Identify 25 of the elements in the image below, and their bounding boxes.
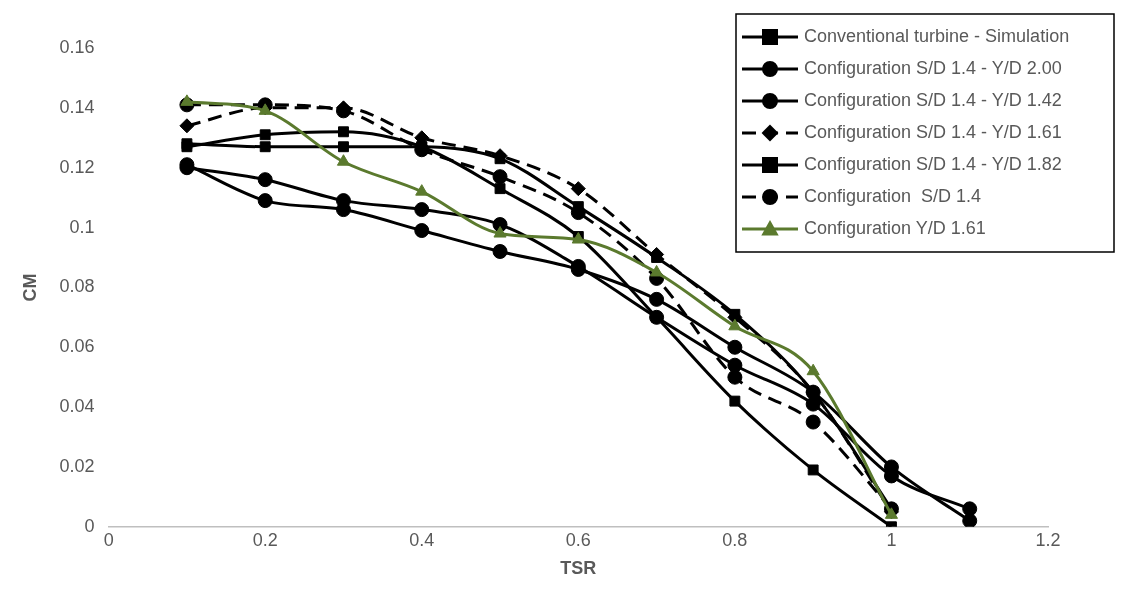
legend-label: Configuration S/D 1.4 bbox=[804, 185, 982, 206]
y-tick-label: 0.08 bbox=[59, 276, 95, 297]
x-tick-label: 0.4 bbox=[409, 529, 435, 550]
x-tick-label: 0.8 bbox=[722, 529, 748, 550]
y-axis-title: CM bbox=[19, 273, 40, 302]
legend-label: Configuration S/D 1.4 - Y/D 1.42 bbox=[804, 89, 1062, 110]
y-tick-label: 0.06 bbox=[59, 336, 95, 357]
legend-label: Configuration Y/D 1.61 bbox=[804, 217, 986, 238]
x-tick-label: 1.2 bbox=[1035, 529, 1061, 550]
y-tick-label: 0 bbox=[84, 515, 95, 536]
legend-label: Configuration S/D 1.4 - Y/D 2.00 bbox=[804, 57, 1062, 78]
x-tick-label: 0 bbox=[103, 529, 114, 550]
y-tick-label: 0.1 bbox=[69, 216, 95, 237]
x-tick-label: 0.6 bbox=[565, 529, 591, 550]
y-tick-label: 0.04 bbox=[59, 396, 95, 417]
x-axis-title: TSR bbox=[560, 558, 597, 579]
legend-label: Conventional turbine - Simulation bbox=[804, 25, 1070, 46]
y-tick-label: 0.02 bbox=[59, 455, 95, 476]
y-tick-label: 0.12 bbox=[59, 156, 95, 177]
legend-label: Configuration S/D 1.4 - Y/D 1.82 bbox=[804, 153, 1062, 174]
x-tick-label: 1 bbox=[886, 529, 897, 550]
y-tick-label: 0.14 bbox=[59, 96, 95, 117]
y-tick-label: 0.16 bbox=[59, 36, 95, 57]
x-tick-label: 0.2 bbox=[252, 529, 278, 550]
legend-label: Configuration S/D 1.4 - Y/D 1.61 bbox=[804, 121, 1062, 142]
